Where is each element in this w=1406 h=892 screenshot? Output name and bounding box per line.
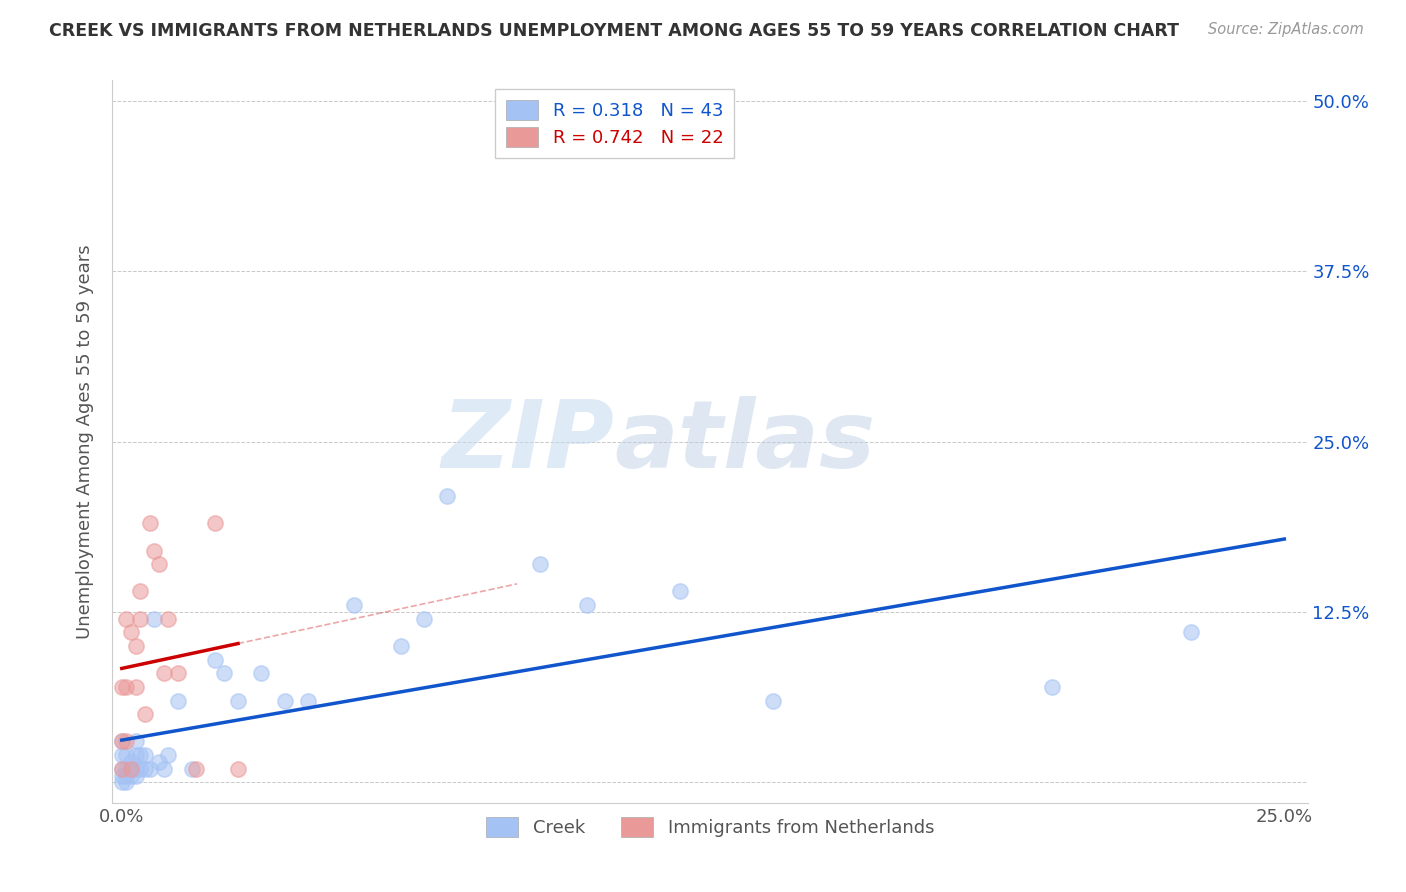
Point: [125, 639, 148, 653]
Point: [129, 584, 152, 599]
Point: [226, 693, 249, 707]
Point: [125, 680, 148, 694]
Point: [157, 612, 180, 626]
Point: [1180, 625, 1202, 640]
Point: [120, 762, 142, 776]
Point: [575, 598, 598, 612]
Point: [148, 558, 170, 572]
Point: [143, 612, 166, 626]
Text: CREEK VS IMMIGRANTS FROM NETHERLANDS UNEMPLOYMENT AMONG AGES 55 TO 59 YEARS CORR: CREEK VS IMMIGRANTS FROM NETHERLANDS UNE…: [49, 22, 1180, 40]
Point: [204, 653, 226, 667]
Point: [134, 748, 156, 763]
Point: [125, 768, 148, 782]
Point: [125, 734, 148, 748]
Point: [111, 768, 134, 782]
Point: [250, 666, 273, 681]
Point: [1040, 680, 1063, 694]
Point: [529, 558, 551, 572]
Point: [152, 762, 174, 776]
Point: [120, 755, 142, 769]
Point: [138, 516, 160, 531]
Point: [343, 598, 366, 612]
Point: [389, 639, 412, 653]
Point: [111, 680, 134, 694]
Point: [111, 762, 134, 776]
Point: [436, 489, 458, 503]
Point: [226, 762, 249, 776]
Point: [180, 762, 202, 776]
Point: [125, 748, 148, 763]
Text: ZIP: ZIP: [441, 395, 614, 488]
Point: [125, 762, 148, 776]
Text: atlas: atlas: [614, 395, 876, 488]
Point: [143, 543, 166, 558]
Point: [273, 693, 295, 707]
Point: [111, 748, 134, 763]
Point: [111, 762, 134, 776]
Point: [115, 748, 138, 763]
Point: [152, 666, 174, 681]
Point: [134, 707, 156, 722]
Point: [186, 762, 208, 776]
Point: [111, 734, 134, 748]
Point: [129, 748, 152, 763]
Point: [120, 768, 142, 782]
Point: [115, 775, 138, 789]
Point: [115, 762, 138, 776]
Point: [115, 768, 138, 782]
Point: [111, 775, 134, 789]
Point: [157, 748, 180, 763]
Point: [762, 693, 785, 707]
Text: Source: ZipAtlas.com: Source: ZipAtlas.com: [1208, 22, 1364, 37]
Point: [166, 666, 188, 681]
Point: [212, 666, 235, 681]
Point: [204, 516, 226, 531]
Point: [120, 762, 142, 776]
Y-axis label: Unemployment Among Ages 55 to 59 years: Unemployment Among Ages 55 to 59 years: [76, 244, 94, 639]
Point: [120, 625, 142, 640]
Point: [297, 693, 319, 707]
Point: [413, 612, 436, 626]
Point: [115, 612, 138, 626]
Point: [134, 762, 156, 776]
Point: [115, 680, 138, 694]
Point: [129, 612, 152, 626]
Point: [115, 734, 138, 748]
Legend: Creek, Immigrants from Netherlands: Creek, Immigrants from Netherlands: [475, 806, 945, 848]
Point: [111, 734, 134, 748]
Point: [166, 693, 188, 707]
Point: [148, 755, 170, 769]
Point: [669, 584, 692, 599]
Point: [138, 762, 160, 776]
Point: [129, 762, 152, 776]
